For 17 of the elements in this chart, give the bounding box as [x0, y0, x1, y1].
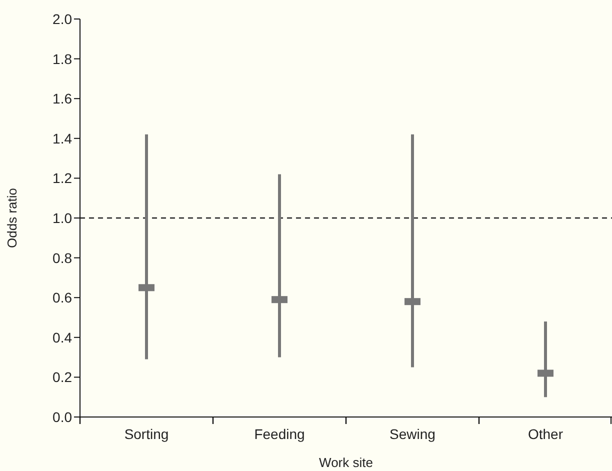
y-tick-label: 1.6	[52, 90, 72, 107]
x-tick-label: Sorting	[124, 426, 169, 442]
y-tick-label: 0.4	[52, 329, 72, 346]
y-tick-label: 1.8	[52, 50, 72, 67]
y-tick-label: 1.2	[52, 170, 72, 186]
y-tick-label: 0.2	[52, 369, 72, 386]
x-tick-label: Other	[528, 426, 564, 442]
y-tick-label: 1.4	[52, 130, 72, 146]
y-axis-title: Odds ratio	[4, 188, 20, 248]
x-axis-title: Work site	[319, 455, 373, 470]
x-tick-label: Feeding	[254, 426, 305, 442]
y-tick-label: 1.0	[52, 210, 72, 226]
y-tick-label: 0.6	[52, 290, 72, 306]
y-tick-label: 2.0	[52, 10, 72, 27]
y-tick-label: 0.8	[52, 250, 72, 266]
x-tick-label: Sewing	[390, 426, 436, 442]
y-tick-label: 0.0	[52, 408, 72, 425]
